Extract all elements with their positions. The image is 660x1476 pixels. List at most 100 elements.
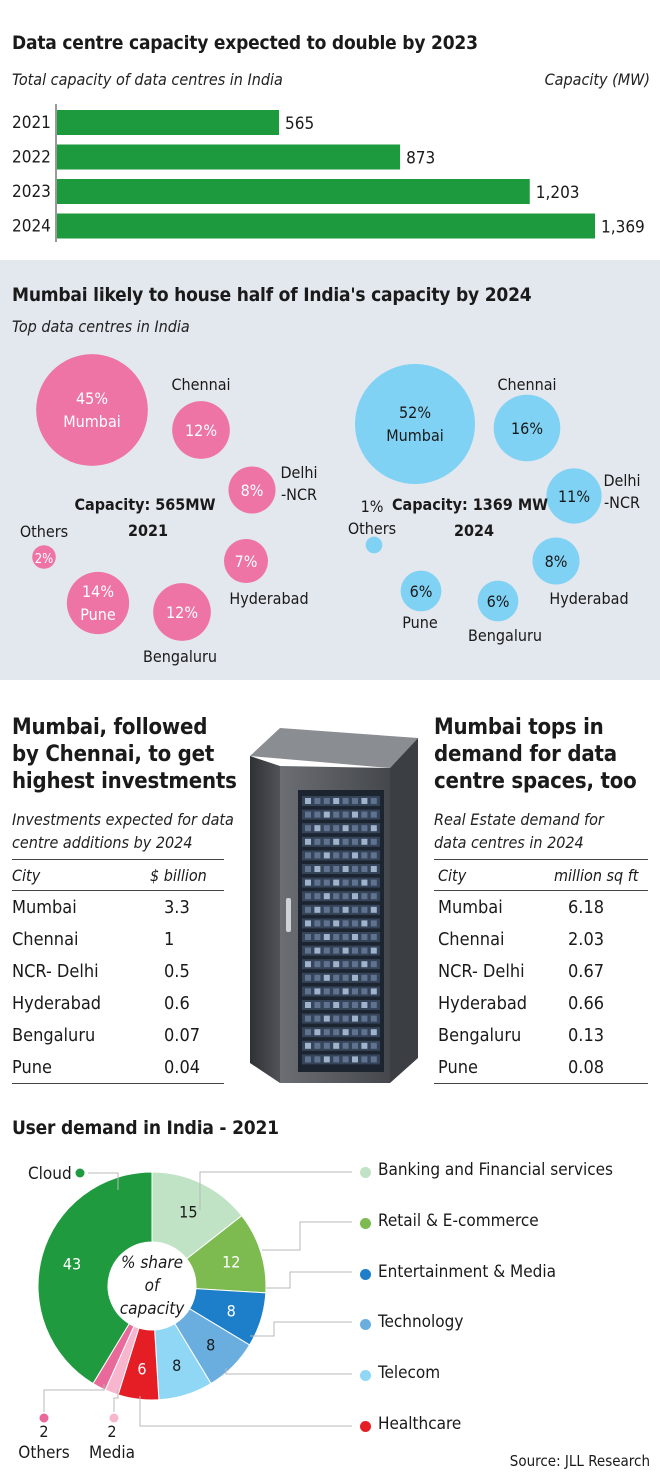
bubble-city-label: Delhi <box>603 471 640 490</box>
bubble-value-label: 14% <box>82 582 114 601</box>
bubble-mumbai <box>355 364 475 484</box>
bar-category-label: 2022 <box>12 148 51 168</box>
table-cell-value: 0.13 <box>568 1024 605 1046</box>
demand-title-line: centre spaces, too <box>434 769 637 794</box>
legend-connector <box>139 1396 352 1427</box>
donut-value-label: 8 <box>227 1302 236 1321</box>
demand-subtitle-line: data centres in 2024 <box>434 833 584 852</box>
legend-swatch <box>360 1421 371 1432</box>
table-cell-value: 6.18 <box>568 896 605 918</box>
legend-label: Entertainment & Media <box>378 1261 556 1282</box>
bubble-value-label: 45% <box>76 389 108 408</box>
legend-connector <box>262 1221 352 1251</box>
demand-subtitle: Real Estate demand for data centres in 2… <box>434 808 604 854</box>
bubble-value-label: 6% <box>487 592 510 611</box>
donut-value-label: 2 <box>107 1422 116 1441</box>
header-city: City <box>12 859 150 891</box>
legend-connector <box>199 1171 352 1210</box>
bubble-pune <box>66 571 130 635</box>
investment-title-line: by Chennai, to get <box>12 742 215 767</box>
table-row: Mumbai 3.3 <box>12 891 224 924</box>
legend-swatch <box>360 1167 371 1178</box>
bar-chart-subtitle: Total capacity of data centres in India <box>12 70 283 89</box>
investment-title: Mumbai, followed by Chennai, to get high… <box>12 714 237 795</box>
legend-connector <box>113 1390 119 1412</box>
bubble-value-label: 2% <box>35 552 54 567</box>
table-cell-value: 0.67 <box>568 960 605 982</box>
investment-subtitle-line: centre additions by 2024 <box>12 833 193 852</box>
donut-chart-title: User demand in India - 2021 <box>12 1117 279 1139</box>
capacity-bar-chart: 2021 565 2022 873 2023 1,203 2024 1,369 <box>12 104 645 242</box>
table-cell-city: NCR- Delhi <box>438 960 525 982</box>
bar-category-label: 2024 <box>12 217 51 237</box>
legend-label: Retail & E-commerce <box>378 1210 539 1231</box>
bubble-hyderabad <box>223 538 269 584</box>
caption-2021-year: 2021 <box>128 521 168 540</box>
donut-value-label: 43 <box>63 1255 81 1274</box>
table-cell-city: Chennai <box>438 928 505 950</box>
legend-connector <box>88 1172 119 1190</box>
bubble-delhi-ncr <box>546 468 602 524</box>
donut-callout-dot <box>39 1413 49 1423</box>
bubble-city-label: Others <box>20 522 68 541</box>
table-row: Pune 0.04 <box>12 1051 224 1084</box>
donut-callout-label: Media <box>89 1443 135 1463</box>
table-cell-city: Mumbai <box>12 896 77 918</box>
bubble-bengaluru <box>477 580 519 622</box>
table-cell-value: 2.03 <box>568 928 605 950</box>
bar-category-label: 2023 <box>12 182 51 202</box>
legend-label: Healthcare <box>378 1414 462 1434</box>
bubble-city-label: Hyderabad <box>549 589 628 608</box>
bubble-value-label: 12% <box>166 603 198 622</box>
header-value: $ billion <box>150 859 224 891</box>
demand-title: Mumbai tops in demand for data centre sp… <box>434 714 637 795</box>
demand-table: City million sq ft Mumbai 6.18 Chennai 2.03… <box>434 859 648 1084</box>
bubble-city-label: Mumbai <box>63 412 121 431</box>
donut-value-label: 8 <box>206 1336 215 1355</box>
bubble-city-label: -NCR <box>604 493 640 512</box>
bubble-charts: 45% Mumbai 12% Chennai 8% Delhi -NCR 7% Hyderaba… <box>20 354 641 666</box>
legend-swatch <box>360 1268 371 1280</box>
bubble-pune <box>400 570 442 612</box>
bubble-city-label: Delhi <box>280 463 317 482</box>
bar <box>57 179 530 204</box>
caption-2021-capacity: Capacity: 565MW <box>74 495 215 514</box>
table-cell-city: NCR- Delhi <box>12 960 99 982</box>
investment-title-line: highest investments <box>12 769 237 794</box>
table-cell-city: Pune <box>434 1051 554 1084</box>
table-row: Pune 0.08 <box>434 1051 648 1084</box>
source-note: Source: JLL Research <box>509 1452 650 1470</box>
table-cell-city: Hyderabad <box>12 992 102 1014</box>
table-cell-value: 3.3 <box>164 896 190 918</box>
header-city: City <box>434 859 554 891</box>
donut-hole <box>108 1242 196 1330</box>
caption-2024-capacity: Capacity: 1369 MW <box>392 495 548 514</box>
table-row: Mumbai 6.18 <box>434 891 648 924</box>
table-cell-city: Mumbai <box>438 896 503 918</box>
table-cell-value: 0.66 <box>568 992 605 1014</box>
table-row: NCR- Delhi 0.67 <box>434 955 648 987</box>
bubble-city-label: -NCR <box>281 485 317 504</box>
bubble-others <box>365 536 383 554</box>
bar-category-label: 2021 <box>12 113 51 133</box>
legend-swatch <box>360 1217 371 1229</box>
bubble-city-label: Bengaluru <box>143 647 217 666</box>
table-cell-value: 0.08 <box>554 1051 648 1084</box>
bar-value-label: 565 <box>285 114 314 134</box>
table-row: Hyderabad 0.66 <box>434 987 648 1019</box>
investment-subtitle-line: Investments expected for data <box>12 810 234 829</box>
bubble-chennai <box>493 394 561 462</box>
legend-connector <box>225 1368 352 1375</box>
bubble-city-label: Pune <box>402 613 438 632</box>
donut-value-label: 6 <box>137 1359 146 1378</box>
donut-callout-label: Cloud <box>28 1164 72 1184</box>
bubble-value-label: 8% <box>545 552 568 571</box>
table-cell-city: Bengaluru <box>12 1024 96 1046</box>
bubble-city-label: Hyderabad <box>229 589 308 608</box>
bubble-value-label: 6% <box>410 582 433 601</box>
table-row: Hyderabad 0.6 <box>12 987 224 1019</box>
bubble-city-label: Pune <box>80 605 116 624</box>
legend-label: Technology <box>378 1312 464 1333</box>
donut-callout-label: Others <box>18 1443 69 1463</box>
bubble-chart-subtitle: Top data centres in India <box>12 317 190 336</box>
